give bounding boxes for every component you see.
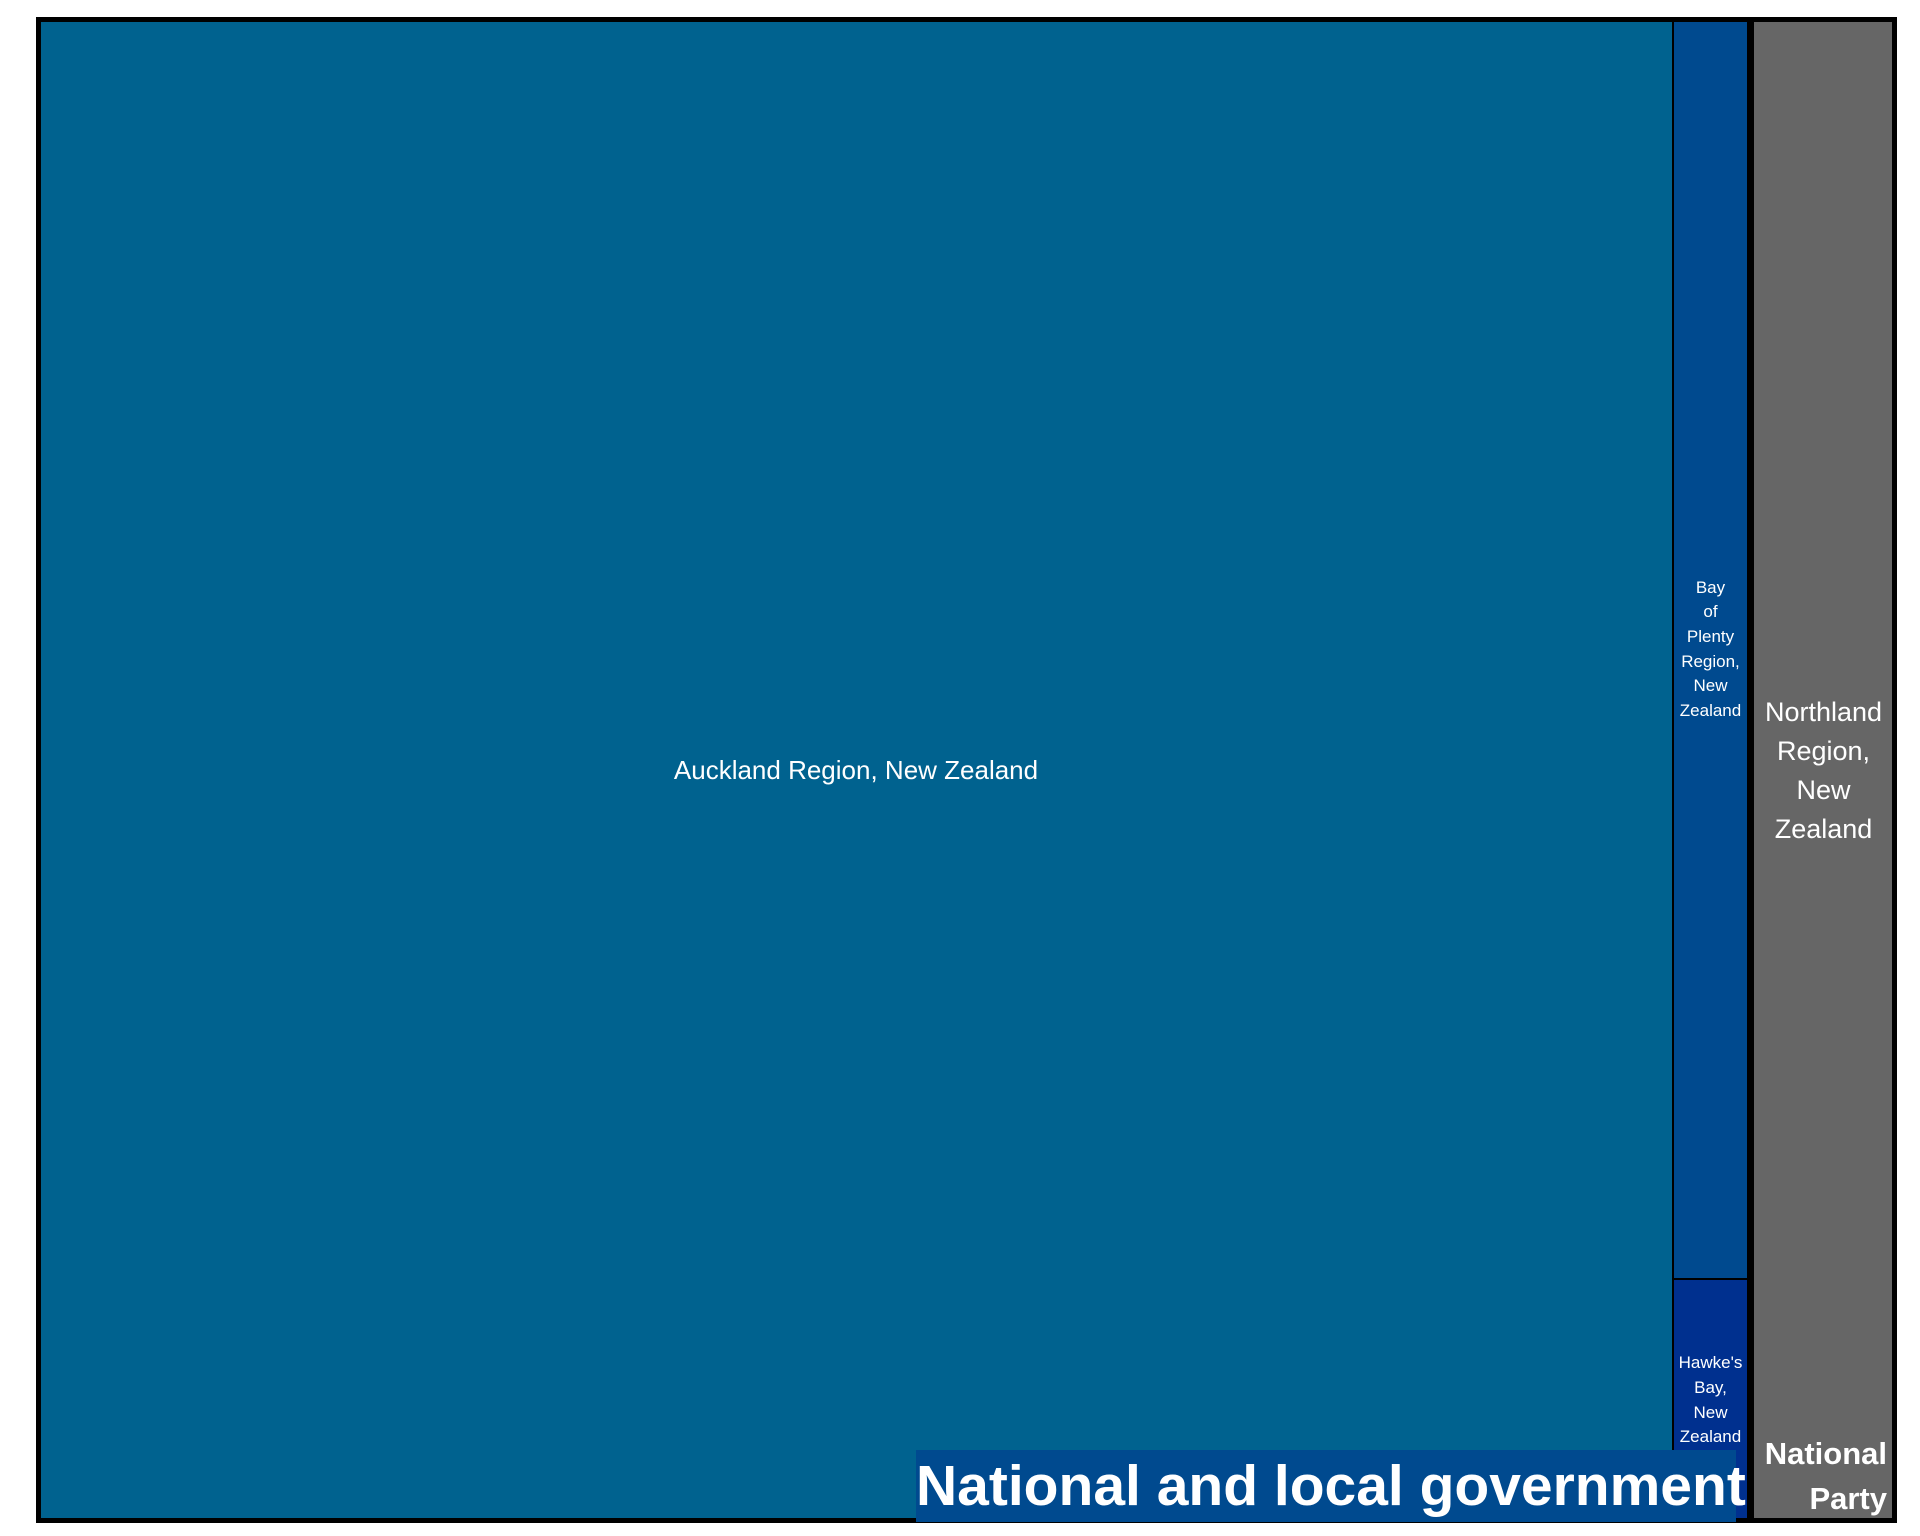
tile-label: Hawke's Bay, New Zealand	[1678, 1353, 1743, 1447]
tile-label: Auckland Region, New Zealand	[673, 755, 1039, 786]
group-label-national-party: National Party	[1764, 1436, 1887, 1516]
tile-label: Northland Region, New Zealand	[1764, 696, 1883, 845]
tile-northland-region-new-zealand: Northland Region, New Zealand	[1752, 19, 1895, 1523]
tile-auckland-region-new-zealand: Auckland Region, New Zealand	[38, 19, 1674, 1523]
tile-bay-of-plenty-region-new-zealand: Bay of Plenty Region, New Zealand	[1672, 19, 1749, 1280]
group-label-national-and-local-government: National and local government	[916, 1450, 1746, 1522]
tile-label: Bay of Plenty Region, New Zealand	[1679, 577, 1742, 720]
